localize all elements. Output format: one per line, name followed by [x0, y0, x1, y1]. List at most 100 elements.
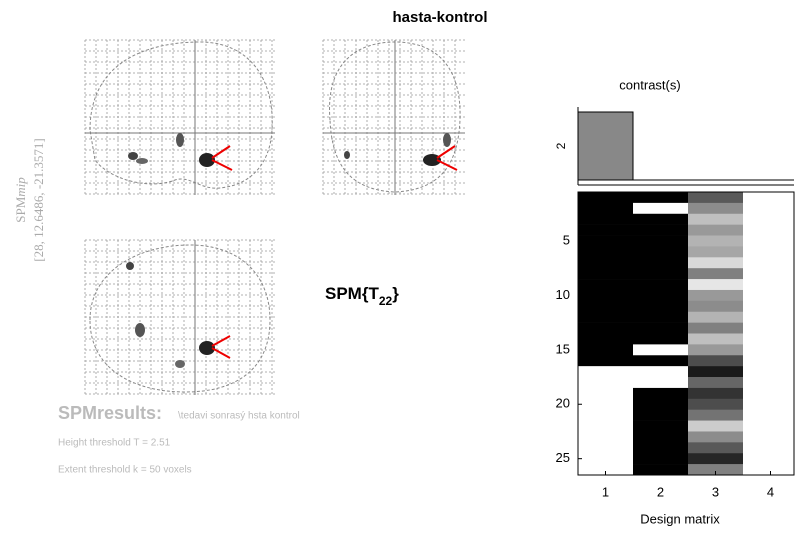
design-cell	[743, 421, 795, 432]
design-cell	[743, 442, 795, 453]
design-cell	[633, 355, 688, 366]
design-cell	[633, 268, 688, 279]
design-cell	[633, 453, 688, 464]
design-cell	[578, 192, 633, 203]
design-cell	[688, 421, 743, 432]
glass-brain-sagittal	[85, 40, 275, 195]
statistic-sub: 22	[379, 294, 393, 308]
x-tick-label: 2	[657, 484, 664, 499]
design-cell	[578, 410, 633, 421]
design-cell	[578, 399, 633, 410]
design-cell	[633, 323, 688, 334]
design-cell	[743, 268, 795, 279]
mip-label: SPMmip [28, 12.6486, -21.3571]	[13, 138, 46, 262]
design-cell	[578, 257, 633, 268]
height-threshold: Height threshold T = 2.51	[58, 438, 171, 449]
design-cell	[688, 355, 743, 366]
design-cell	[633, 290, 688, 301]
design-cell	[633, 377, 688, 388]
design-cell	[688, 323, 743, 334]
glass-brain-axial	[85, 240, 275, 395]
design-cell	[743, 203, 795, 214]
contrast-title: contrast(s)	[619, 77, 680, 92]
design-cell	[633, 279, 688, 290]
design-cell	[743, 192, 795, 203]
design-cell	[743, 366, 795, 377]
design-cell	[688, 312, 743, 323]
design-cell	[743, 323, 795, 334]
design-cell	[578, 301, 633, 312]
design-cell	[688, 214, 743, 225]
design-cell	[633, 366, 688, 377]
y-tick-label: 5	[563, 232, 570, 247]
design-cell	[633, 388, 688, 399]
design-cell	[578, 366, 633, 377]
design-cell	[688, 344, 743, 355]
design-cell	[578, 431, 633, 442]
design-cell	[688, 257, 743, 268]
design-cell	[743, 236, 795, 247]
design-cell	[578, 290, 633, 301]
design-cell	[578, 377, 633, 388]
design-cell	[688, 268, 743, 279]
glass-brain-coronal	[323, 40, 465, 195]
x-tick-label: 1	[602, 484, 609, 499]
design-cell	[743, 464, 795, 475]
design-cell	[633, 410, 688, 421]
design-cell	[743, 453, 795, 464]
contrast-bar	[578, 112, 633, 180]
design-cell	[688, 301, 743, 312]
design-cell	[743, 399, 795, 410]
design-cell	[688, 366, 743, 377]
design-cell	[688, 246, 743, 257]
y-tick-label: 15	[556, 341, 570, 356]
design-cell	[633, 214, 688, 225]
design-cell	[633, 431, 688, 442]
design-cell	[578, 225, 633, 236]
design-cell	[688, 279, 743, 290]
x-axis-label: Design matrix	[640, 511, 720, 526]
design-cell	[578, 268, 633, 279]
design-cell	[743, 312, 795, 323]
design-cell	[578, 442, 633, 453]
design-cell	[633, 192, 688, 203]
design-cell	[578, 279, 633, 290]
statistic-prefix: SPM{T	[325, 284, 379, 303]
design-cell	[578, 355, 633, 366]
design-cell	[743, 355, 795, 366]
design-cell	[688, 377, 743, 388]
mip-coordinates: [28, 12.6486, -21.3571]	[31, 138, 46, 262]
design-cell	[688, 410, 743, 421]
design-cell	[578, 236, 633, 247]
design-cell	[633, 225, 688, 236]
design-cell	[688, 399, 743, 410]
design-cell	[633, 246, 688, 257]
design-cell	[743, 225, 795, 236]
design-cell	[578, 203, 633, 214]
y-tick-label: 25	[556, 450, 570, 465]
y-tick-label: 20	[556, 396, 570, 411]
design-cell	[743, 344, 795, 355]
design-cell	[688, 192, 743, 203]
mip-title-main: SPM	[13, 196, 28, 222]
x-tick-label: 3	[712, 484, 719, 499]
design-cell	[633, 421, 688, 432]
design-cell	[743, 334, 795, 345]
contrast-label: 2	[554, 142, 568, 149]
design-cell	[633, 203, 688, 214]
design-cell	[633, 334, 688, 345]
design-cell	[578, 453, 633, 464]
design-cell	[743, 257, 795, 268]
mip-title: SPMmip	[13, 177, 28, 223]
y-tick-label: 10	[556, 287, 570, 302]
design-cell	[578, 214, 633, 225]
design-cell	[633, 442, 688, 453]
design-cell	[633, 344, 688, 355]
mip-title-italic: mip	[13, 177, 28, 197]
design-cell	[633, 312, 688, 323]
extent-threshold: Extent threshold k = 50 voxels	[58, 465, 192, 476]
design-cell	[688, 290, 743, 301]
results-title: SPMresults:	[58, 403, 162, 423]
statistic-suffix: }	[392, 284, 399, 303]
spm-results-window: hasta-kontrol SPMmip [28, 12.6486, -21.3…	[0, 0, 795, 541]
